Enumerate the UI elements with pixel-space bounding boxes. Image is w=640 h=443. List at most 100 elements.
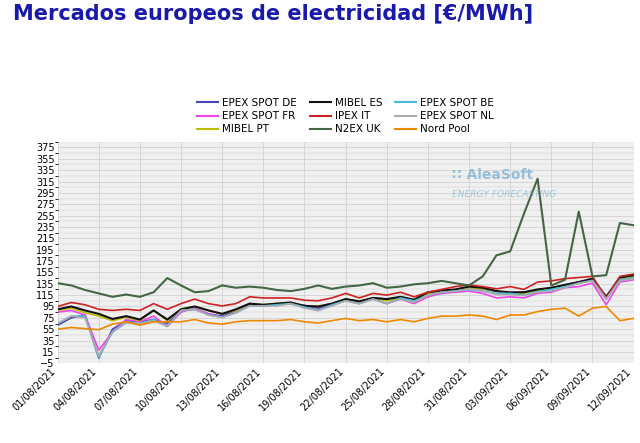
MIBEL ES [520,290,528,295]
Nord Pool [136,323,144,328]
EPEX SPOT NL [383,301,390,306]
EPEX SPOT BE [438,290,445,295]
EPEX SPOT NL [95,353,102,358]
EPEX SPOT DE [451,288,459,293]
EPEX SPOT BE [314,308,322,313]
EPEX SPOT FR [54,310,61,315]
EPEX SPOT NL [218,315,226,320]
IPEX IT [109,308,116,313]
N2EX UK [177,283,185,288]
EPEX SPOT NL [561,285,569,290]
IPEX IT [287,295,294,301]
MIBEL PT [95,314,102,319]
N2EX UK [95,291,102,296]
MIBEL ES [410,297,418,302]
MIBEL ES [95,311,102,316]
EPEX SPOT DE [109,326,116,332]
EPEX SPOT FR [369,296,377,302]
IPEX IT [630,272,637,277]
IPEX IT [314,298,322,303]
EPEX SPOT NL [355,301,363,306]
IPEX IT [465,282,473,288]
IPEX IT [424,290,432,295]
Nord Pool [451,314,459,319]
Text: ∷ AleaSoft: ∷ AleaSoft [452,168,533,183]
Nord Pool [616,318,624,323]
EPEX SPOT BE [95,355,102,360]
Nord Pool [163,319,171,324]
Nord Pool [246,318,253,323]
EPEX SPOT FR [547,290,555,295]
EPEX SPOT DE [54,323,61,328]
EPEX SPOT DE [397,295,404,301]
EPEX SPOT BE [451,288,459,294]
MIBEL ES [122,314,130,319]
N2EX UK [547,283,555,288]
EPEX SPOT DE [383,296,390,302]
Nord Pool [630,316,637,321]
MIBEL ES [109,316,116,322]
EPEX SPOT FR [451,290,459,295]
EPEX SPOT NL [136,321,144,326]
EPEX SPOT FR [246,302,253,307]
EPEX SPOT BE [369,296,377,302]
MIBEL PT [369,295,377,301]
Text: ENERGY FORECASTING: ENERGY FORECASTING [452,190,556,199]
Nord Pool [520,312,528,318]
IPEX IT [259,295,267,301]
N2EX UK [479,274,486,279]
EPEX SPOT BE [232,310,240,315]
IPEX IT [163,307,171,312]
MIBEL ES [479,285,486,290]
EPEX SPOT FR [109,329,116,334]
EPEX SPOT DE [177,308,185,313]
MIBEL PT [355,299,363,304]
MIBEL PT [177,307,185,312]
EPEX SPOT BE [575,280,582,286]
IPEX IT [369,291,377,296]
Nord Pool [81,326,89,331]
Line: IPEX IT: IPEX IT [58,274,634,311]
MIBEL ES [246,301,253,306]
EPEX SPOT FR [328,302,336,307]
MIBEL ES [424,290,432,295]
EPEX SPOT FR [561,285,569,290]
N2EX UK [273,288,281,293]
Nord Pool [383,319,390,324]
EPEX SPOT DE [506,291,514,296]
EPEX SPOT DE [95,355,102,361]
EPEX SPOT DE [122,318,130,323]
Nord Pool [109,322,116,327]
N2EX UK [397,284,404,289]
MIBEL ES [506,290,514,295]
EPEX SPOT BE [81,314,89,319]
EPEX SPOT DE [328,302,336,307]
IPEX IT [616,274,624,279]
MIBEL ES [328,301,336,306]
EPEX SPOT NL [246,303,253,309]
N2EX UK [191,290,198,295]
EPEX SPOT BE [218,315,226,320]
EPEX SPOT BE [630,276,637,281]
N2EX UK [218,283,226,288]
IPEX IT [520,287,528,292]
N2EX UK [561,277,569,283]
Nord Pool [301,319,308,324]
IPEX IT [534,280,541,285]
EPEX SPOT BE [259,303,267,309]
Nord Pool [438,314,445,319]
N2EX UK [451,280,459,286]
EPEX SPOT FR [81,312,89,318]
EPEX SPOT NL [259,303,267,309]
EPEX SPOT BE [397,295,404,301]
IPEX IT [479,284,486,289]
N2EX UK [534,176,541,181]
Line: MIBEL PT: MIBEL PT [58,276,634,321]
IPEX IT [205,301,212,306]
EPEX SPOT DE [534,288,541,293]
N2EX UK [81,288,89,293]
MIBEL ES [259,302,267,307]
EPEX SPOT NL [465,286,473,291]
EPEX SPOT DE [493,288,500,294]
EPEX SPOT NL [506,292,514,297]
